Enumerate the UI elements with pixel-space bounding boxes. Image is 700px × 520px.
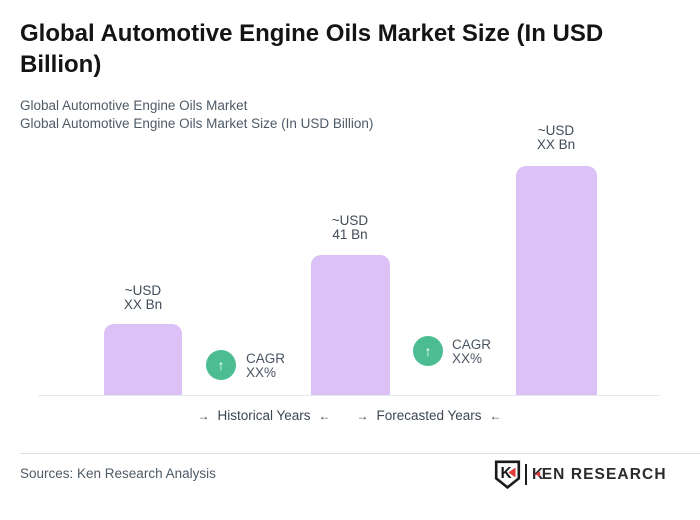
sources-text: Sources: Ken Research Analysis bbox=[20, 466, 216, 481]
cagr-text-line: XX% bbox=[452, 351, 483, 366]
logo-shield-icon: K bbox=[494, 460, 521, 489]
bar-value-label-historical: ~USD XX Bn bbox=[93, 284, 193, 312]
logo-shield-letter: K bbox=[501, 465, 513, 482]
cagr-text-line: XX% bbox=[246, 365, 277, 380]
bar-forecast bbox=[516, 166, 597, 396]
bar-value-label-current: ~USD 41 Bn bbox=[300, 214, 400, 242]
axis-group-forecasted-years: → Forecasted Years ← bbox=[344, 408, 514, 423]
subtitle-line-1: Global Automotive Engine Oils Market bbox=[20, 98, 248, 113]
cagr-badge-1: ↑ bbox=[206, 350, 236, 380]
logo-divider bbox=[525, 464, 527, 485]
logo-wordmark: K◀EN RESEARCH bbox=[532, 466, 667, 484]
axis-label-forecasted: Forecasted Years bbox=[376, 408, 482, 423]
left-arrow-icon: ← bbox=[318, 408, 331, 423]
axis-label-historical: Historical Years bbox=[217, 408, 311, 423]
right-arrow-icon: → bbox=[197, 408, 210, 423]
bar-label-line: ~USD bbox=[537, 123, 575, 138]
bar-current bbox=[311, 255, 390, 396]
wordmark-k: K bbox=[532, 465, 545, 483]
right-arrow-icon: → bbox=[356, 408, 369, 423]
x-axis-line bbox=[38, 395, 660, 396]
cagr-text-line: CAGR bbox=[452, 337, 492, 352]
left-arrow-icon: ← bbox=[489, 408, 502, 423]
cagr-label-1: CAGR XX% bbox=[246, 352, 285, 380]
cagr-badge-2: ↑ bbox=[413, 336, 443, 366]
bar-label-line: ~USD bbox=[124, 283, 162, 298]
up-arrow-icon: ↑ bbox=[217, 357, 225, 373]
bar-label-line: XX Bn bbox=[123, 297, 163, 312]
bar-label-line: XX Bn bbox=[536, 137, 576, 152]
chart-subtitle: Global Automotive Engine Oils Market Glo… bbox=[20, 97, 373, 133]
footer-divider bbox=[20, 453, 700, 454]
bar-historical bbox=[104, 324, 182, 396]
wordmark-rest: EN RESEARCH bbox=[541, 465, 667, 483]
red-arrow-icon bbox=[508, 467, 516, 478]
red-arrow-icon: ◀ bbox=[534, 470, 541, 478]
bar-chart: ~USD XX Bn ~USD 41 Bn ~USD XX Bn ↑ CAGR … bbox=[0, 124, 700, 396]
subtitle-line-2: Global Automotive Engine Oils Market Siz… bbox=[20, 116, 374, 131]
bar-label-line: ~USD bbox=[331, 213, 369, 228]
cagr-label-2: CAGR XX% bbox=[452, 338, 491, 366]
up-arrow-icon: ↑ bbox=[424, 343, 432, 359]
page-title: Global Automotive Engine Oils Market Siz… bbox=[20, 20, 604, 78]
axis-group-historical-years: → Historical Years ← bbox=[179, 408, 349, 423]
bar-value-label-forecast: ~USD XX Bn bbox=[506, 124, 606, 152]
ken-research-logo: K K◀EN RESEARCH bbox=[494, 460, 667, 489]
bar-label-line: 41 Bn bbox=[332, 227, 368, 242]
cagr-text-line: CAGR bbox=[246, 351, 286, 366]
